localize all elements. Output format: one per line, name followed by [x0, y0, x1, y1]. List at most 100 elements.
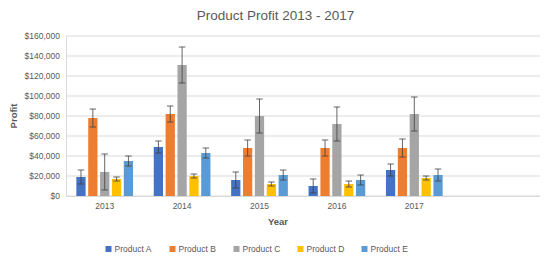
grid-line	[66, 136, 540, 137]
y-tick: $40,000	[29, 151, 66, 161]
error-bar	[78, 170, 84, 184]
y-tick-label: $140,000	[25, 51, 61, 61]
error-bar	[125, 156, 131, 166]
error-bar	[411, 97, 417, 131]
legend-item: Product E	[362, 244, 409, 254]
x-tick-label: 2015	[250, 201, 269, 211]
x-tick: 2016	[327, 196, 346, 211]
bar	[177, 65, 186, 196]
bars	[76, 47, 442, 196]
error-bar	[233, 172, 239, 188]
error-bar	[280, 170, 286, 180]
error-bar	[357, 175, 363, 185]
y-tick: $120,000	[25, 71, 66, 81]
y-tick: $0	[51, 191, 66, 201]
chart: $0 $20,000 $40,000 $60,000 $80,000 $100,000 $1…	[0, 0, 551, 267]
error-bar	[256, 99, 262, 133]
grid-line	[66, 76, 540, 77]
y-tick-label: $20,000	[29, 171, 60, 181]
series	[112, 174, 431, 196]
y-tick-label: $100,000	[25, 91, 61, 101]
x-tick-label: 2017	[405, 201, 424, 211]
x-axis-line	[67, 196, 454, 197]
error-bar	[334, 107, 340, 141]
error-bar	[191, 174, 197, 178]
x-axis-title: Year	[268, 216, 288, 227]
error-bar	[435, 169, 441, 181]
y-tick-label: $80,000	[29, 111, 60, 121]
bar	[88, 118, 97, 196]
y-tick: $60,000	[29, 131, 66, 141]
error-bar	[423, 176, 429, 180]
y-tick: $140,000	[25, 51, 66, 61]
legend-item: Product B	[170, 244, 217, 254]
x-tick-label: 2014	[173, 201, 192, 211]
x-tick: 2013	[95, 196, 114, 211]
legend-label: Product B	[179, 244, 217, 254]
error-bar	[322, 140, 328, 156]
error-bar	[399, 139, 405, 157]
bar	[422, 178, 431, 196]
y-tick: $80,000	[29, 111, 66, 121]
error-bar	[244, 140, 250, 156]
error-bar	[101, 154, 107, 190]
error-bar	[346, 181, 352, 187]
series	[124, 148, 443, 196]
legend-item: Product A	[106, 244, 152, 254]
x-tick-label: 2016	[327, 201, 346, 211]
legend-swatch	[362, 246, 368, 252]
error-bar	[90, 109, 96, 127]
y-tick: $20,000	[29, 171, 66, 181]
legend-label: Product A	[115, 244, 152, 254]
legend-swatch	[234, 246, 240, 252]
bar	[166, 114, 175, 196]
legend-label: Product D	[307, 244, 345, 254]
error-bar	[387, 164, 393, 176]
bar	[112, 179, 121, 196]
grid-line	[66, 176, 540, 177]
error-bar	[155, 141, 161, 153]
legend-swatch	[106, 246, 112, 252]
y-tick-label: $0	[51, 191, 61, 201]
y-tick-label: $120,000	[25, 71, 61, 81]
y-tick-label: $60,000	[29, 131, 60, 141]
error-bar	[179, 47, 185, 83]
x-tick: 2017	[405, 196, 424, 211]
legend-label: Product C	[243, 244, 281, 254]
y-tick: $160,000	[25, 31, 66, 41]
x-tick: 2014	[173, 196, 192, 211]
grid-line	[66, 156, 540, 157]
y-tick-label: $40,000	[29, 151, 60, 161]
legend-swatch	[170, 246, 176, 252]
y-tick: $100,000	[25, 91, 66, 101]
error-bar	[268, 182, 274, 186]
grid-line	[66, 196, 540, 197]
x-tick-label: 2013	[95, 201, 114, 211]
bar	[189, 176, 198, 196]
series	[76, 141, 395, 196]
bar	[154, 147, 163, 196]
legend-item: Product D	[298, 244, 345, 254]
y-axis-title: Profit	[8, 103, 19, 129]
legend: Product A Product B Product C Product D Prod…	[106, 244, 409, 254]
y-axis-line	[66, 37, 67, 197]
x-tick: 2015	[250, 196, 269, 211]
error-bar	[203, 148, 209, 158]
x-axis: 2013 2014 2015 2016 2017	[67, 196, 541, 211]
error-bar	[167, 106, 173, 122]
y-axis: $0 $20,000 $40,000 $60,000 $80,000 $100,000 $1…	[25, 31, 67, 201]
legend-swatch	[298, 246, 304, 252]
legend-item: Product C	[234, 244, 281, 254]
series	[100, 47, 419, 196]
grid-line	[66, 56, 540, 57]
error-bar	[310, 179, 316, 193]
grid	[66, 36, 540, 196]
axis-extension	[453, 196, 540, 197]
series	[88, 106, 407, 196]
grid-line	[66, 36, 540, 37]
bar	[201, 153, 210, 196]
legend-label: Product E	[371, 244, 409, 254]
grid-line	[66, 96, 540, 97]
error-bar	[113, 177, 119, 181]
title: Product Profit 2013 - 2017	[197, 8, 355, 23]
